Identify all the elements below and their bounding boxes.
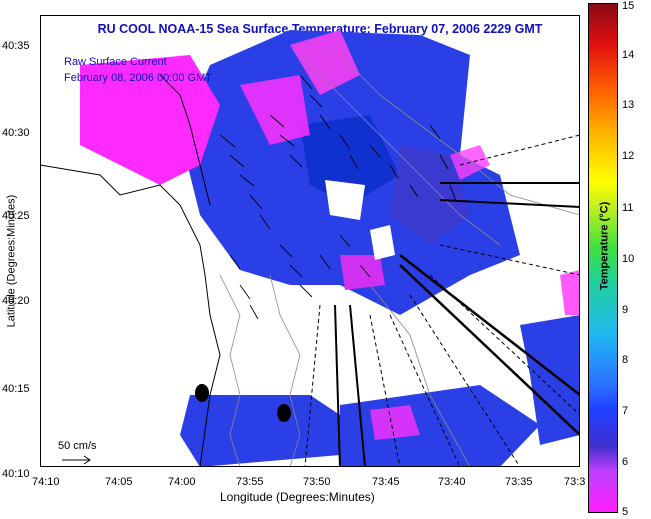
station-2 [277,404,291,422]
colorbar-tick: 15 [622,0,635,12]
x-tick: 73:55 [236,476,264,488]
colorbar-tick: 13 [622,99,635,111]
x-tick: 73:3 [564,476,586,488]
x-tick: 74:05 [105,476,133,488]
colorbar-tick: 9 [622,304,629,316]
colorbar-tick: 14 [622,49,635,61]
colorbar-tick: 6 [622,456,629,468]
sst-map [40,30,580,467]
temperature-colorbar [588,3,618,513]
sst-field [80,30,580,467]
y-axis-label: Latitude (Degrees:Minutes) [5,194,18,328]
colorbar-tick: 10 [622,253,635,265]
overlay-line-2: February 08, 2006 00:00 GMT [64,72,212,84]
bathymetry-contours [219,54,580,467]
y-tick: 40:20 [2,295,30,307]
scale-arrow-label: 50 cm/s [58,440,97,452]
scale-arrow [62,455,91,465]
y-tick: 40:30 [2,127,30,139]
map-title: RU COOL NOAA-15 Sea Surface Temperature:… [97,22,543,36]
colorbar-tick: 8 [622,354,629,366]
current-vectors [219,74,457,320]
x-tick: 74:00 [168,476,196,488]
x-tick: 74:10 [32,476,60,488]
x-tick: 73:40 [438,476,466,488]
overlay-line-1: Raw Surface Current [64,56,167,68]
radar-boundaries [304,134,580,467]
y-tick: 40:10 [2,468,30,480]
colorbar-label: Temperature (°C) [598,201,611,291]
y-tick: 40:25 [2,210,30,222]
x-axis-label: Longitude (Degrees:Minutes) [220,490,375,504]
x-tick: 73:35 [505,476,533,488]
colorbar-tick: 7 [622,405,629,417]
station-1 [195,384,209,402]
x-tick: 73:50 [303,476,331,488]
x-tick: 73:45 [372,476,400,488]
coastline [40,74,221,467]
colorbar-tick: 12 [622,150,635,162]
y-tick: 40:35 [2,40,30,52]
map-frame [40,15,580,467]
y-tick: 40:15 [2,383,30,395]
station-markers [195,384,291,422]
colorbar-tick: 5 [622,506,629,518]
colorbar-tick: 11 [622,202,634,214]
